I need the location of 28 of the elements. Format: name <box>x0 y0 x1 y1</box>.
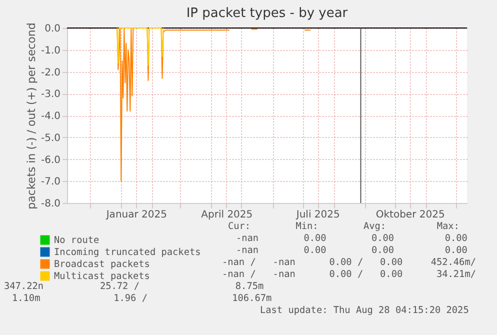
y-tick-label: -7.0 <box>40 176 60 188</box>
y-tick-label: -3.0 <box>40 89 60 100</box>
x-tick-label: Oktober 2025 <box>376 210 445 220</box>
y-tick-label: -1.0 <box>40 45 60 56</box>
y-tick-label: -6.0 <box>40 154 60 166</box>
text: Last update: Thu Aug 28 04:15:20 2025 <box>260 305 469 316</box>
text: -nan / -nan 0.00 / 0.00 452.46m/ <box>222 257 476 268</box>
line-series <box>116 28 164 66</box>
y-tick-label: 0.0 <box>44 24 60 34</box>
text: 347.22n 25.72 / 8.75m <box>4 281 265 292</box>
y-axis-title: packets in (-) / out (+) per second <box>24 22 38 210</box>
x-tick-label: Juli 2025 <box>295 210 340 220</box>
legend-label: Broadcast packets <box>54 259 150 270</box>
legend-label: Multicast packets <box>54 271 150 282</box>
y-tick-label: -4.0 <box>40 111 60 122</box>
text: 1.10m 1.96 / 106.67m <box>12 293 273 304</box>
text: -nan 0.00 0.00 0.00 <box>236 245 468 256</box>
text: Cur: Min: Avg: Max: <box>228 221 460 232</box>
y-tick-label: -2.0 <box>40 67 60 78</box>
legend-label: Incoming truncated packets <box>54 247 201 258</box>
y-tick-label: -5.0 <box>40 132 60 144</box>
chart-title: IP packet types - by year <box>186 6 348 22</box>
legend-label: No route <box>54 235 100 246</box>
y-tick-label: -8.0 <box>40 198 60 210</box>
x-tick-label: April 2025 <box>201 210 253 220</box>
text: -nan 0.00 0.00 0.00 <box>236 233 468 244</box>
x-tick-label: Januar 2025 <box>105 210 167 220</box>
text: -nan / -nan 0.00 / 0.00 34.21m/ <box>222 269 476 280</box>
